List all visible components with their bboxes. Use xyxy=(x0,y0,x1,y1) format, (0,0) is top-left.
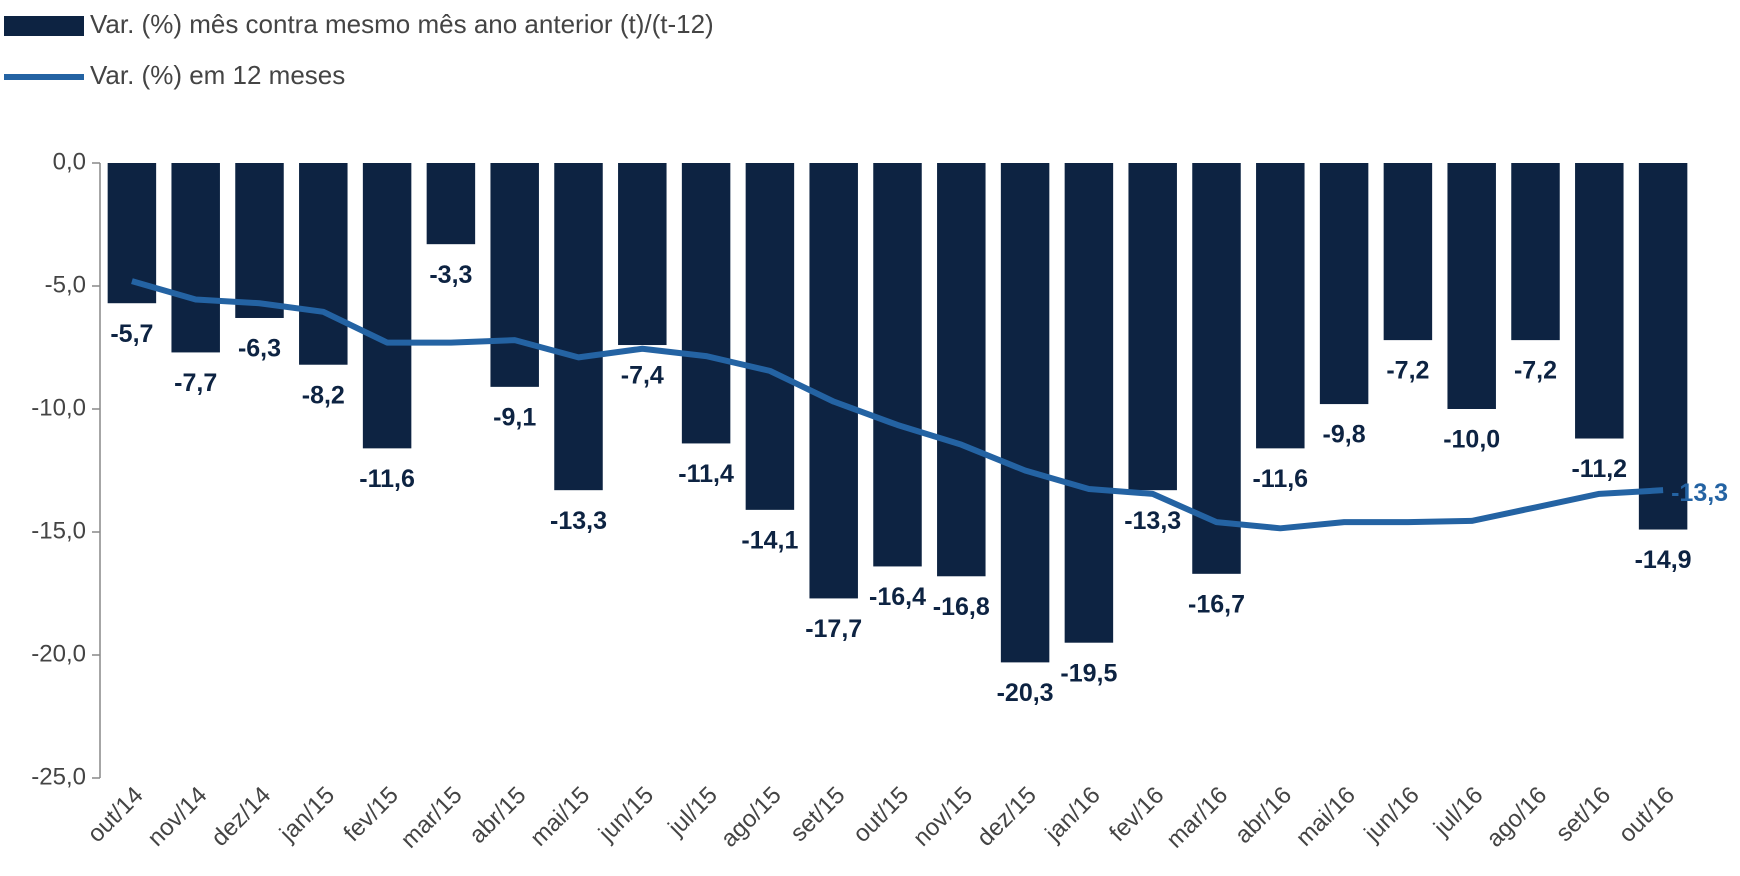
x-tick-label: jun/15 xyxy=(593,782,659,848)
data-label: -9,1 xyxy=(493,403,536,431)
bar xyxy=(1319,163,1369,405)
bar xyxy=(1638,163,1688,530)
data-label: -7,2 xyxy=(1386,357,1429,385)
x-tick-label: ago/15 xyxy=(716,782,787,853)
bar xyxy=(426,163,476,245)
data-label: -19,5 xyxy=(1060,659,1117,687)
bar xyxy=(873,163,922,567)
bar xyxy=(554,163,603,491)
x-tick-label: mai/15 xyxy=(525,782,595,852)
x-tick-label: dez/14 xyxy=(206,782,276,852)
x-tick-label: fev/16 xyxy=(1104,782,1169,847)
x-tick-label: jul/15 xyxy=(662,782,722,842)
bar xyxy=(618,163,667,346)
legend-label: Var. (%) mês contra mesmo mês ano anteri… xyxy=(90,9,714,39)
data-label: -13,3 xyxy=(1671,479,1728,507)
bar xyxy=(1511,163,1560,341)
data-label: -7,7 xyxy=(174,369,217,397)
x-tick-label: abr/16 xyxy=(1230,782,1297,849)
bar xyxy=(107,163,157,304)
x-tick-label: dez/15 xyxy=(972,782,1042,852)
y-tick-label: -25,0 xyxy=(31,763,86,790)
bar xyxy=(745,163,795,510)
x-tick-label: ago/16 xyxy=(1481,782,1552,853)
bar xyxy=(1128,163,1177,491)
line xyxy=(131,278,1664,532)
data-label: -17,7 xyxy=(805,615,862,643)
data-label: -11,4 xyxy=(678,460,734,488)
data-label: -6,3 xyxy=(238,335,281,363)
bar xyxy=(171,163,220,353)
data-label: -16,8 xyxy=(933,593,990,621)
x-tick-label: out/16 xyxy=(1614,782,1680,848)
bar xyxy=(299,163,348,365)
bar xyxy=(809,163,858,599)
bar xyxy=(1575,163,1624,439)
x-tick-label: mai/16 xyxy=(1291,782,1361,852)
legend-label: Var. (%) em 12 meses xyxy=(90,60,345,90)
data-label: -16,4 xyxy=(869,583,926,611)
bar xyxy=(681,163,731,444)
data-label: -11,6 xyxy=(359,465,415,493)
x-tick-label: mar/16 xyxy=(1161,782,1233,854)
legend-swatch xyxy=(4,16,84,36)
x-tick-label: fev/15 xyxy=(338,782,403,847)
x-tick-label: out/15 xyxy=(848,782,914,848)
y-tick-label: -15,0 xyxy=(31,517,86,544)
bar xyxy=(1064,163,1114,643)
x-tick-label: jan/15 xyxy=(274,782,340,848)
data-label: -8,2 xyxy=(302,381,345,409)
bar xyxy=(362,163,412,449)
data-label: -13,3 xyxy=(550,507,607,535)
bar xyxy=(1447,163,1496,409)
x-tick-label: set/16 xyxy=(1551,782,1616,847)
data-label: -11,2 xyxy=(1571,455,1627,483)
data-label: -16,7 xyxy=(1188,590,1245,618)
y-tick-label: -10,0 xyxy=(31,394,86,421)
data-label: -14,1 xyxy=(741,526,798,554)
data-label: -11,6 xyxy=(1252,465,1308,493)
data-label: -7,2 xyxy=(1514,357,1557,385)
bar xyxy=(1256,163,1305,449)
x-tick-label: set/15 xyxy=(785,782,850,847)
bar xyxy=(1192,163,1241,574)
bar xyxy=(1383,163,1433,341)
data-label: -5,7 xyxy=(110,320,153,348)
x-tick-label: abr/15 xyxy=(464,782,531,849)
data-label: -10,0 xyxy=(1443,426,1500,454)
bar xyxy=(490,163,539,387)
x-tick-label: nov/14 xyxy=(142,782,212,852)
bar xyxy=(937,163,986,577)
x-tick-label: out/14 xyxy=(82,782,148,848)
data-label: -20,3 xyxy=(997,679,1054,707)
data-label: -14,9 xyxy=(1635,546,1692,574)
x-tick-label: nov/15 xyxy=(908,782,978,852)
x-tick-label: mar/15 xyxy=(396,782,468,854)
y-tick-label: 0,0 xyxy=(53,148,86,175)
x-tick-label: jan/16 xyxy=(1040,782,1106,848)
x-tick-label: jul/16 xyxy=(1428,782,1488,842)
data-label: -7,4 xyxy=(621,362,664,390)
bar xyxy=(1000,163,1050,663)
y-tick-label: -5,0 xyxy=(45,271,86,298)
data-label: -3,3 xyxy=(429,261,472,289)
data-label: -9,8 xyxy=(1323,421,1366,449)
x-tick-label: jun/16 xyxy=(1359,782,1425,848)
y-tick-label: -20,0 xyxy=(31,640,86,667)
bar xyxy=(235,163,284,318)
data-label: -13,3 xyxy=(1124,507,1181,535)
